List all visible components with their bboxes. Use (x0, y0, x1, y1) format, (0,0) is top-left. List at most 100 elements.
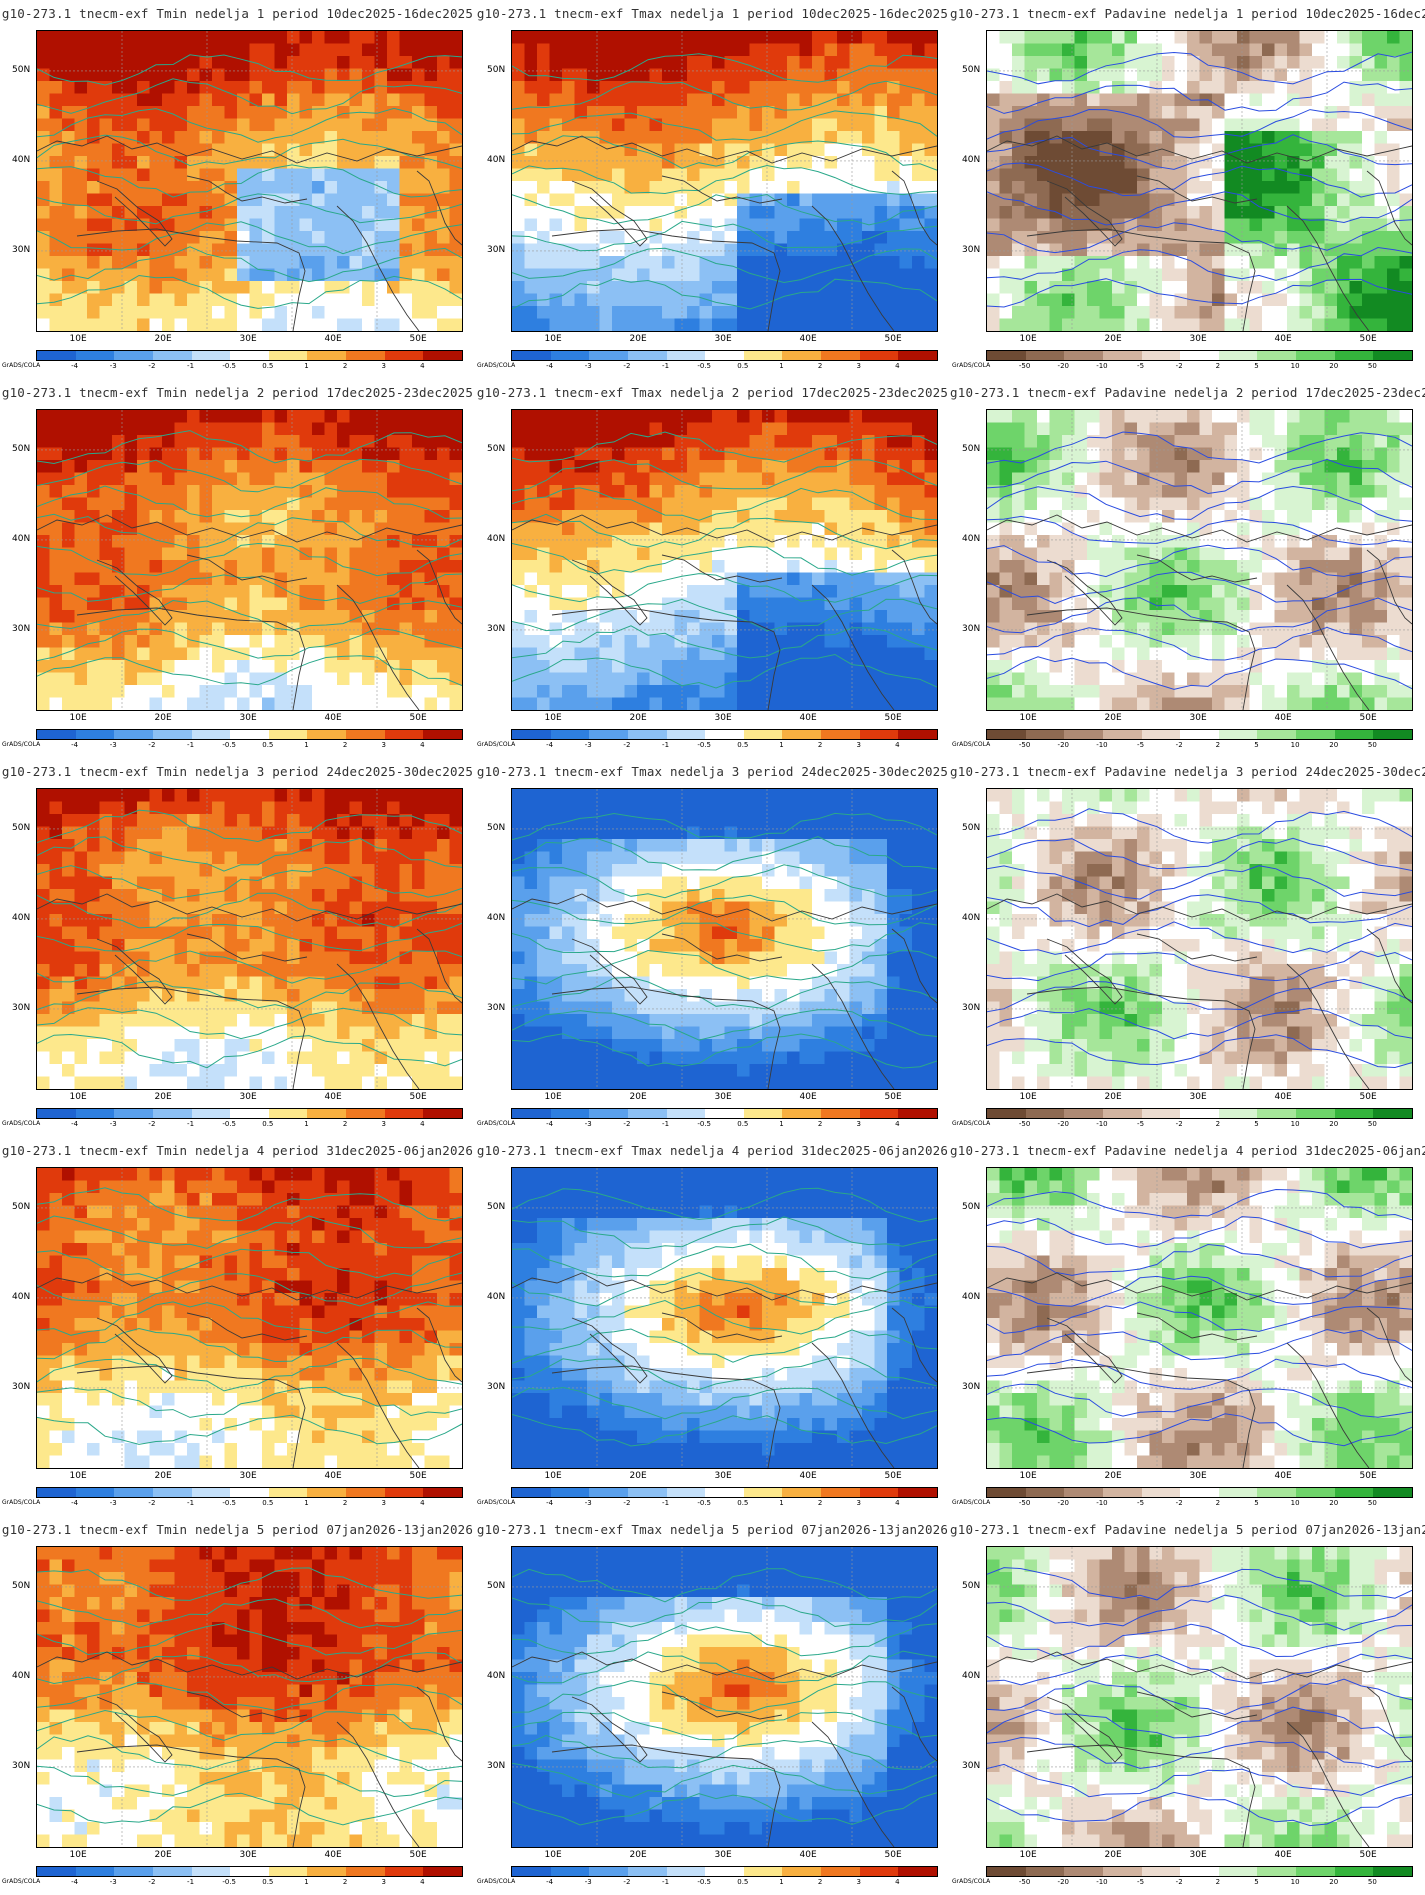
field-cell (749, 560, 763, 573)
field-cell (724, 422, 738, 436)
field-cell (612, 156, 625, 169)
colorbar-label: -0.5 (697, 741, 712, 749)
field-cell (424, 422, 438, 436)
field-cell (524, 93, 538, 107)
field-cell (687, 410, 700, 423)
field-cell (662, 156, 675, 169)
field-cell (537, 697, 550, 710)
field-cell (574, 697, 588, 710)
field-cell (1337, 497, 1350, 511)
field-cell (374, 231, 388, 244)
field-cell (174, 118, 188, 132)
field-cell (1149, 156, 1163, 169)
field-cell (162, 510, 175, 523)
field-cell (1212, 460, 1225, 473)
field-cell (699, 206, 713, 219)
field-cell (787, 31, 800, 44)
field-cell (149, 181, 163, 194)
field-cell (987, 585, 1000, 598)
colorbar-label: -5 (1137, 362, 1145, 370)
field-cell (1362, 118, 1375, 132)
field-cell (237, 306, 250, 319)
field-cell (599, 647, 613, 661)
field-cell (862, 547, 875, 561)
field-cell (387, 231, 400, 244)
field-cell (62, 268, 75, 282)
field-cell (362, 43, 375, 57)
field-cell (1024, 193, 1038, 207)
field-cell (162, 585, 175, 598)
field-cell (1099, 460, 1113, 473)
field-cell (37, 106, 50, 119)
field-cell (787, 672, 800, 686)
field-cell (312, 156, 325, 169)
field-cell (524, 422, 538, 436)
colorbar-label: -1 (187, 741, 195, 749)
field-cell (1262, 43, 1275, 57)
field-cell (712, 106, 725, 119)
field-cell (224, 168, 238, 182)
field-cell (324, 231, 338, 244)
field-cell (862, 156, 875, 169)
field-cell (762, 143, 775, 157)
field-cell (537, 93, 550, 107)
field-cell (212, 31, 225, 44)
field-cell (1124, 281, 1138, 294)
field-cell (699, 547, 713, 561)
field-cell (812, 156, 825, 169)
field-cell (1212, 622, 1225, 636)
field-cell (712, 622, 725, 636)
field-cell (599, 43, 613, 57)
field-cell (1374, 193, 1388, 207)
field-cell (337, 318, 350, 331)
field-cell (674, 268, 688, 282)
field-cell (424, 156, 438, 169)
field-cell (899, 93, 913, 107)
field-cell (699, 268, 713, 282)
field-cell (1174, 231, 1188, 244)
field-cell (299, 206, 313, 219)
field-cell (387, 572, 400, 586)
field-cell (1074, 43, 1088, 57)
field-cell (1024, 168, 1038, 182)
field-cell (1062, 585, 1075, 598)
field-cell (1224, 156, 1238, 169)
field-cell (612, 243, 625, 257)
field-cell (687, 472, 700, 486)
field-cell (449, 647, 462, 661)
field-cell (637, 422, 650, 436)
field-cell (699, 660, 713, 673)
field-cell (1012, 522, 1025, 536)
field-cell (337, 522, 350, 536)
field-cell (524, 535, 538, 548)
field-cell (1199, 106, 1213, 119)
field-cell (537, 181, 550, 194)
field-cell (437, 685, 450, 698)
field-cell (149, 281, 163, 294)
field-cell (49, 622, 63, 636)
field-cell (99, 547, 113, 561)
field-cell (187, 68, 200, 82)
field-cell (624, 268, 638, 282)
field-cell (1274, 68, 1288, 82)
field-cell (312, 256, 325, 269)
field-cell (987, 243, 1000, 257)
field-cell (1174, 243, 1188, 257)
field-cell (299, 410, 313, 423)
field-cell (562, 547, 575, 561)
contour-line (987, 81, 1412, 114)
field-cell (787, 535, 800, 548)
field-cell (824, 685, 838, 698)
field-cell (512, 243, 525, 257)
field-cell (1199, 510, 1213, 523)
field-cell (387, 281, 400, 294)
field-cell (99, 697, 113, 710)
field-cell (249, 560, 263, 573)
field-cell (524, 118, 538, 132)
field-cell (1237, 597, 1250, 611)
field-cell (799, 156, 813, 169)
field-cell (237, 31, 250, 44)
field-cell (912, 243, 925, 257)
field-cell (337, 660, 350, 673)
field-cell (1112, 306, 1125, 319)
